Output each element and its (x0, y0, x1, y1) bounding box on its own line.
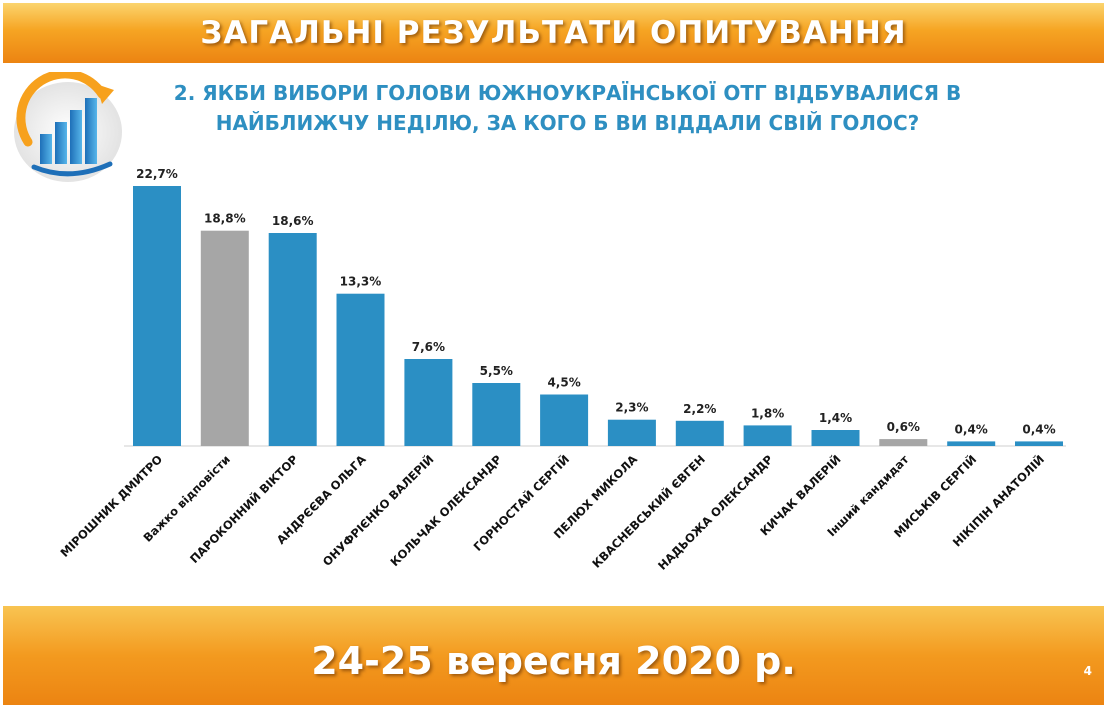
footer-banner: 24-25 вересня 2020 р. (3, 606, 1104, 705)
bar-8 (675, 420, 724, 446)
bar-value-label: 0,6% (887, 420, 920, 434)
bar-9 (743, 425, 792, 446)
bar-value-label: 4,5% (547, 376, 580, 390)
bar-value-label: 0,4% (1022, 422, 1055, 436)
category-label: КОЛЬЧАК ОЛЕКСАНДР (388, 452, 505, 569)
survey-question: 2. ЯКБИ ВИБОРИ ГОЛОВИ ЮЖНОУКРАЇНСЬКОЇ ОТ… (150, 78, 985, 138)
results-bar-chart: 22,7% 18,8% 18,6% 13,3% 7,6% 5,5% 4,5% 2,3% 2,2%… (58, 167, 1066, 573)
bar-4 (404, 359, 453, 446)
bar-value-label: 22,7% (136, 167, 178, 181)
survey-date: 24-25 вересня 2020 р. (311, 638, 796, 683)
bar-value-label: 2,3% (615, 401, 648, 415)
bar-5 (472, 383, 521, 446)
bar-10 (811, 430, 860, 446)
bar-3 (336, 293, 385, 446)
page-number: 4 (1083, 664, 1092, 678)
bar-value-label: 18,6% (272, 214, 314, 228)
bar-2 (268, 233, 317, 446)
bar-13 (1015, 441, 1063, 446)
bar-value-label: 2,2% (683, 402, 716, 416)
question-line-2: НАЙБЛИЖЧУ НЕДІЛЮ, ЗА КОГО Б ВИ ВІДДАЛИ С… (215, 111, 920, 135)
bar-value-label: 5,5% (480, 364, 513, 378)
page-title: ЗАГАЛЬНІ РЕЗУЛЬТАТИ ОПИТУВАННЯ (200, 15, 907, 51)
header-banner: ЗАГАЛЬНІ РЕЗУЛЬТАТИ ОПИТУВАННЯ (3, 3, 1104, 63)
bar-1 (200, 230, 249, 446)
bar-value-label: 13,3% (340, 275, 382, 289)
bar-12 (947, 441, 996, 446)
bar-7 (607, 419, 656, 446)
category-label: КВАСНЕВСЬКИЙ ЄВГЕН (589, 452, 708, 571)
bar-6 (540, 394, 589, 446)
category-label: НАДЬОЖА ОЛЕКСАНДР (655, 452, 776, 573)
bar-chart-growth-logo-icon (14, 72, 122, 182)
bar-value-label: 1,4% (819, 411, 852, 425)
bar-value-label: 7,6% (412, 340, 445, 354)
bar-value-label: 0,4% (955, 422, 988, 436)
category-label: ПАРОКОННИЙ ВІКТОР (186, 452, 300, 566)
bar-value-label: 1,8% (751, 406, 784, 420)
question-line-1: 2. ЯКБИ ВИБОРИ ГОЛОВИ ЮЖНОУКРАЇНСЬКОЇ ОТ… (173, 81, 962, 105)
bar-11 (879, 439, 928, 446)
bar-value-label: 18,8% (204, 212, 246, 226)
category-label: ОНУФРІЄНКО ВАЛЕРІЙ (319, 452, 436, 569)
bar-0 (133, 186, 181, 446)
